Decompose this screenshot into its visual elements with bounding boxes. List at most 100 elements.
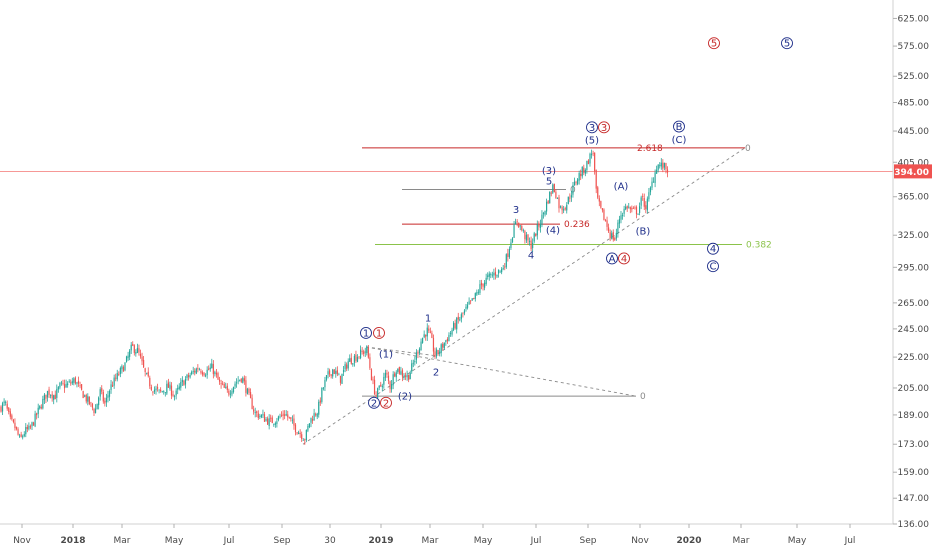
wave-label: A — [609, 254, 616, 265]
candle-body — [422, 337, 424, 343]
candle-body — [454, 323, 456, 329]
candle-body — [394, 373, 396, 377]
candle-body — [3, 401, 5, 404]
candle-body — [242, 377, 244, 383]
candle-body — [625, 206, 627, 210]
candle-body — [259, 415, 261, 417]
candle-body — [377, 388, 379, 398]
candle-body — [105, 397, 107, 403]
candle-body — [487, 275, 489, 277]
candle-body — [67, 383, 69, 386]
candle-body — [532, 242, 534, 249]
candle-body — [363, 351, 365, 355]
candle-body — [6, 403, 8, 409]
candle-body — [28, 425, 30, 430]
dashed-trend-upper[interactable] — [302, 147, 746, 445]
x-tick-label: 2019 — [368, 536, 393, 546]
x-tick-label: Sep — [274, 536, 291, 546]
candle-body — [654, 172, 656, 184]
candle-body — [564, 208, 566, 210]
candle-body — [524, 231, 526, 240]
candle-body — [353, 355, 355, 363]
dashed-trend-mid[interactable] — [365, 346, 436, 357]
candle-body — [566, 204, 568, 211]
candle-body — [177, 388, 179, 390]
candle-body — [93, 409, 95, 414]
candle-body — [457, 316, 459, 320]
y-tick-label: 295.00 — [898, 263, 930, 273]
candle-body — [32, 422, 35, 426]
candle-body — [298, 432, 300, 435]
wave-label: B — [676, 122, 683, 133]
candle-body — [344, 364, 346, 370]
candle-body — [474, 293, 476, 299]
wave-label: 4 — [621, 254, 627, 265]
candle-body — [20, 434, 22, 437]
candle-body — [54, 394, 56, 400]
candle-body — [172, 394, 174, 396]
y-axis[interactable]: 625.00 575.00 525.00 485.00 445.00 405.00 365.… — [893, 14, 929, 530]
candle-body — [507, 253, 509, 257]
candle-body — [316, 413, 318, 417]
candle-body — [62, 383, 64, 384]
y-tick-label: 265.00 — [898, 299, 930, 309]
candle-body — [223, 384, 225, 388]
candle-body — [200, 371, 202, 373]
candle-body — [226, 385, 228, 390]
candle-body — [612, 232, 614, 240]
candle-body — [222, 383, 224, 385]
candle-body — [48, 389, 50, 395]
candle-body — [552, 184, 554, 193]
candle-body — [652, 181, 655, 183]
candle-body — [556, 198, 559, 199]
x-tick-label: Nov — [631, 536, 649, 546]
candle-body — [296, 432, 298, 434]
candle-body — [239, 379, 241, 381]
candle-body — [163, 391, 165, 392]
candle-body — [412, 362, 414, 364]
y-tick-label: 225.00 — [898, 353, 930, 363]
candle-body — [389, 381, 391, 389]
candle-body — [65, 383, 67, 388]
candle-body — [304, 439, 306, 441]
candle-body — [417, 352, 419, 354]
candle-body — [305, 430, 307, 441]
candle-body — [25, 427, 27, 435]
candle-body — [220, 383, 222, 385]
candle-body — [324, 380, 326, 388]
wave-label: 4 — [528, 251, 534, 262]
candle-body — [158, 389, 160, 391]
candle-body — [147, 371, 149, 377]
candle-body — [119, 368, 121, 374]
candle-body — [136, 347, 138, 353]
candle-body — [403, 376, 405, 378]
candle-body — [569, 197, 571, 199]
trend-lines[interactable] — [302, 147, 746, 445]
y-tick-label: 173.00 — [898, 440, 930, 450]
wave-label: 3 — [589, 123, 595, 134]
candle-body — [361, 351, 363, 353]
candle-body — [443, 342, 445, 349]
candle-body — [516, 221, 518, 223]
candle-body — [522, 230, 524, 231]
candle-body — [364, 351, 366, 353]
candle-body — [42, 398, 44, 409]
candle-body — [31, 422, 33, 427]
candle-body — [611, 233, 613, 239]
candle-body — [567, 196, 569, 204]
wave-label: 5 — [546, 176, 552, 187]
candle-body — [63, 384, 66, 389]
candle-body — [626, 206, 628, 209]
wave-label: (A) — [614, 182, 629, 193]
wave-circle — [707, 242, 719, 255]
candle-body — [174, 395, 176, 397]
candle-body — [581, 166, 583, 177]
candle-body — [164, 392, 166, 393]
dashed-trend-lower[interactable] — [365, 346, 637, 397]
x-axis[interactable]: Nov 2018 Mar May Jul Sep 30 2019 Mar May Jul Sep Nov… — [13, 524, 855, 546]
candle-body — [536, 224, 538, 236]
candle-body — [482, 283, 484, 287]
candle-body — [143, 359, 145, 368]
